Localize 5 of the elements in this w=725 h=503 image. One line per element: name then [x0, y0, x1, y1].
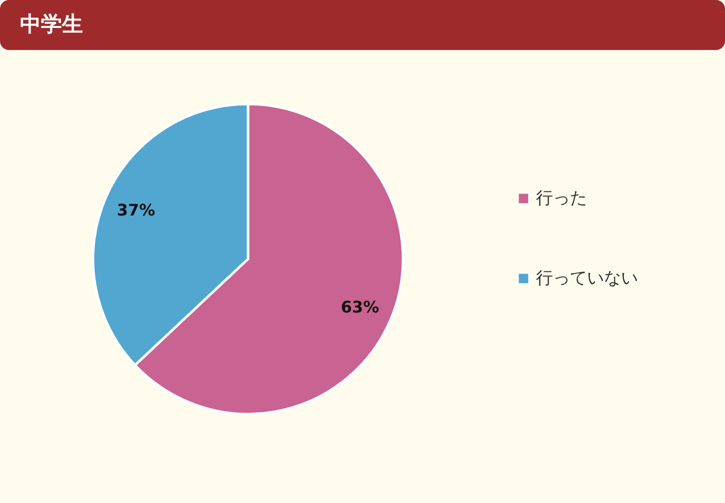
legend-label: 行っていない	[536, 268, 638, 288]
data-label: 37%	[116, 200, 156, 220]
chart-title: 中学生	[20, 12, 83, 36]
data-label: 63%	[340, 297, 380, 316]
legend-label: 行った	[536, 188, 587, 208]
